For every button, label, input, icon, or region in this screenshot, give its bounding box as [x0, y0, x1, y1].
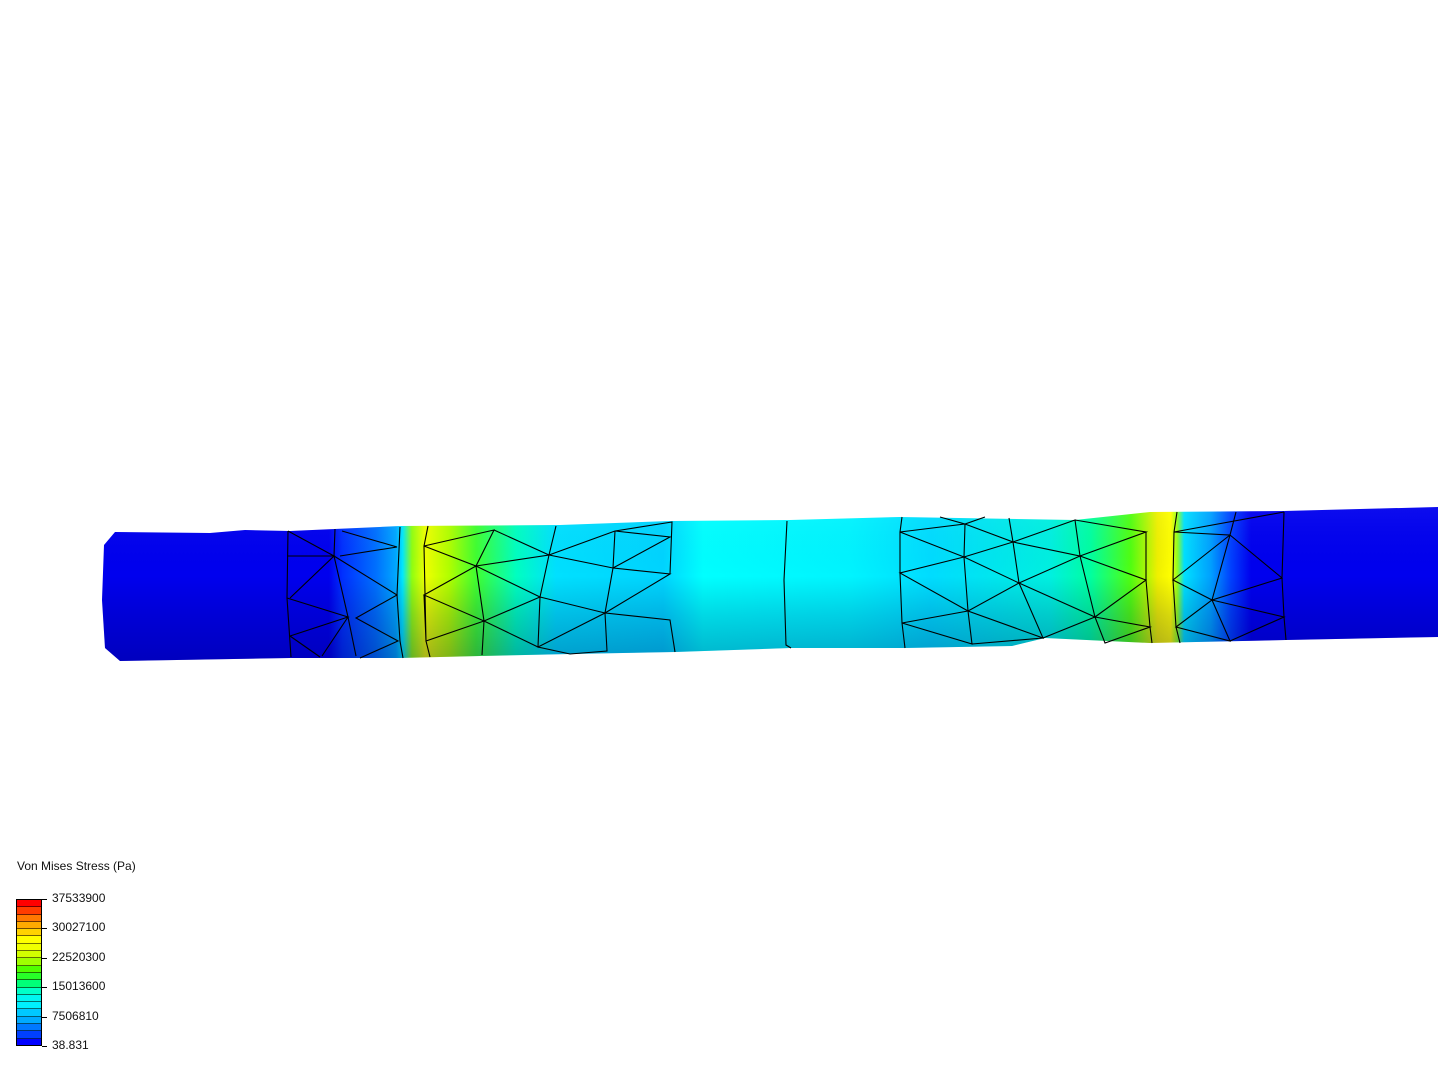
- legend-band: [17, 1031, 41, 1039]
- legend-band: [17, 958, 41, 966]
- legend-tick-mark: [42, 958, 47, 959]
- legend-band: [17, 972, 41, 981]
- legend-tick-label: 22520300: [52, 950, 106, 964]
- legend-band: [17, 1024, 41, 1032]
- legend-band: [17, 929, 41, 937]
- pipe-shading: [102, 507, 1438, 661]
- legend-band: [17, 900, 41, 908]
- legend-title: Von Mises Stress (Pa): [17, 859, 136, 873]
- legend-tick-label: 30027100: [52, 920, 106, 934]
- legend-band: [17, 980, 41, 988]
- legend-band: [17, 1016, 41, 1025]
- legend-band: [17, 907, 41, 915]
- legend-band: [17, 943, 41, 952]
- legend-tick-label: 37533900: [52, 891, 106, 905]
- pipe-model[interactable]: [102, 507, 1438, 661]
- legend-tick-mark: [42, 928, 47, 929]
- mesh-edges: [286, 511, 1287, 659]
- legend-band: [17, 936, 41, 944]
- legend-tick-mark: [42, 987, 47, 988]
- legend-tick-mark: [42, 1017, 47, 1018]
- legend-band: [17, 914, 41, 922]
- legend-band: [17, 994, 41, 1003]
- legend-tick-label: 7506810: [52, 1009, 99, 1023]
- legend-tick-mark: [42, 899, 47, 900]
- legend-tick-label: 15013600: [52, 979, 106, 993]
- legend-tick-mark: [42, 1046, 47, 1047]
- legend-band: [17, 965, 41, 973]
- legend-band: [17, 1002, 41, 1010]
- legend-band: [17, 921, 41, 930]
- legend-band: [17, 1009, 41, 1017]
- legend-band: [17, 951, 41, 959]
- legend-tick-label: 38.831: [52, 1038, 89, 1052]
- color-legend-bar: [16, 899, 42, 1046]
- legend-band: [17, 987, 41, 995]
- legend-band: [17, 1038, 41, 1045]
